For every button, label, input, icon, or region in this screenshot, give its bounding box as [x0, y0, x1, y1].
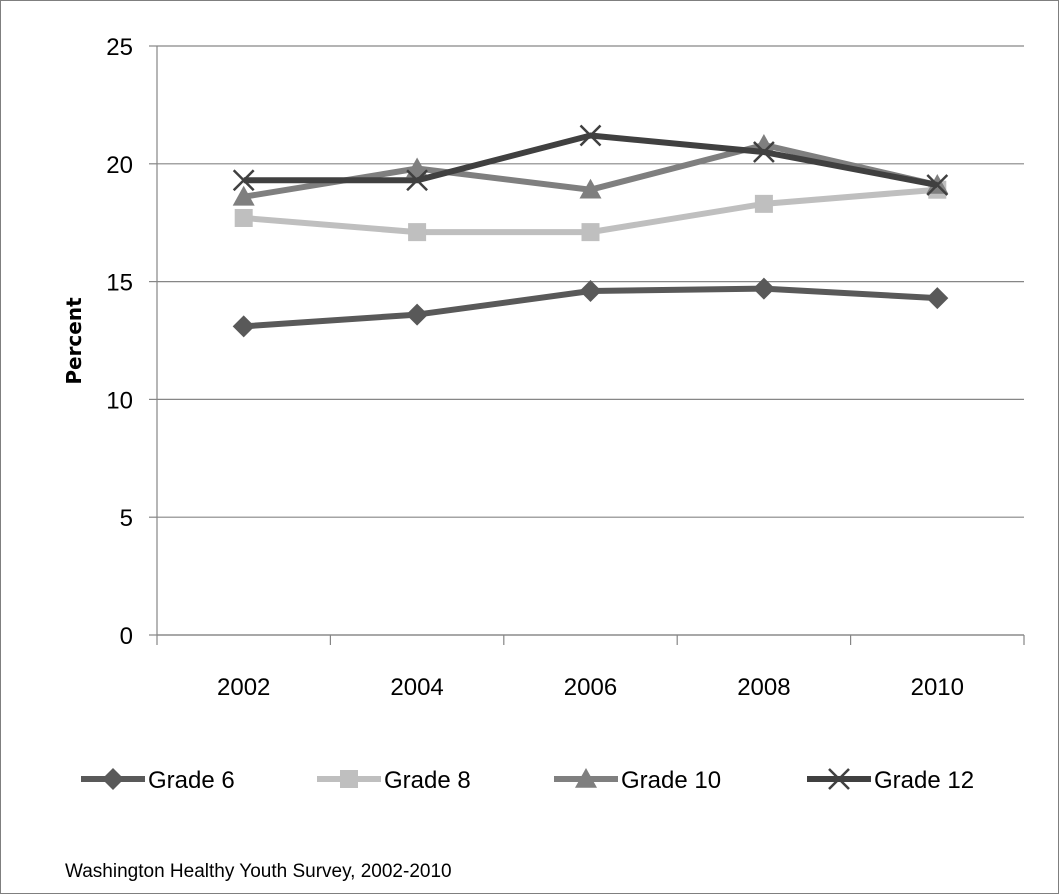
series-grade-12 [232, 124, 949, 196]
y-tick-label: 5 [120, 505, 133, 532]
legend-label: Grade 10 [621, 767, 721, 794]
y-tick-label: 0 [120, 623, 133, 650]
legend-item: Grade 8 [317, 767, 471, 794]
y-tick-label: 25 [106, 34, 133, 61]
y-tick-label: 15 [106, 270, 133, 297]
data-point [232, 185, 255, 206]
legend-marker [102, 768, 124, 790]
data-point [232, 169, 255, 192]
data-point [234, 208, 253, 227]
x-tick-label: 2008 [737, 674, 790, 701]
legend-label: Grade 6 [148, 767, 235, 794]
data-point [926, 287, 949, 310]
x-tick-label: 2010 [911, 674, 964, 701]
y-tick-label: 20 [106, 152, 133, 179]
data-point [232, 315, 255, 338]
data-point [579, 124, 602, 147]
legend-item: Grade 10 [554, 767, 721, 794]
legend-label: Grade 12 [874, 767, 974, 794]
legend-label: Grade 8 [384, 767, 471, 794]
x-tick-label: 2002 [217, 674, 270, 701]
y-axis-title: Percent [62, 297, 86, 385]
series-lines [232, 124, 949, 338]
y-tick-label: 10 [106, 387, 133, 414]
legend: Grade 6 Grade 8 Grade 10 Grade 12 [81, 767, 974, 794]
legend-marker [828, 768, 850, 790]
data-point [754, 194, 773, 213]
data-point [406, 157, 429, 178]
data-point [753, 141, 775, 163]
data-point [581, 223, 600, 242]
source-note: Washington Healthy Youth Survey, 2002-20… [65, 861, 452, 882]
legend-marker [575, 768, 597, 788]
data-point [408, 223, 427, 242]
data-point [579, 178, 602, 199]
legend-item: Grade 6 [81, 767, 235, 794]
x-tick-label: 2006 [564, 674, 617, 701]
data-point [406, 169, 428, 192]
data-point [406, 303, 429, 326]
data-point [926, 174, 949, 196]
x-tick-label: 2004 [390, 674, 443, 701]
series-grade-6 [232, 277, 949, 338]
axes: 0 5 10 15 20 25 2002 2004 2006 2008 2010 [106, 34, 1025, 701]
data-point [579, 280, 602, 303]
legend-marker [340, 770, 358, 788]
data-point [752, 277, 775, 300]
legend-item: Grade 12 [807, 767, 974, 794]
